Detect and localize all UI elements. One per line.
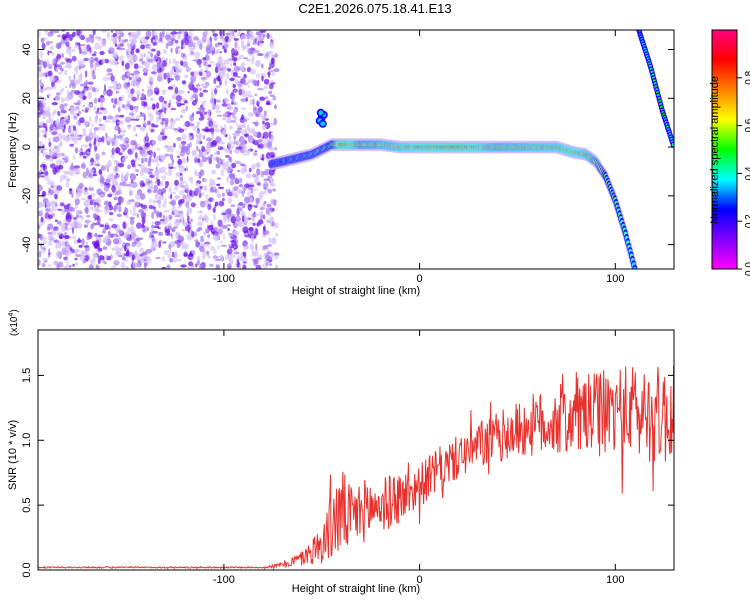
- spectrogram-y-ticks: -40 -20 0 20 40: [21, 43, 674, 253]
- upper-right-streak: [636, 30, 674, 148]
- snr-panel: -100 0 100 0.0 0.5 1.0 1.5 Height of straight…: [7, 309, 675, 595]
- snr-plot-area: [38, 365, 674, 570]
- colorbar-gradient: [711, 29, 738, 270]
- snr-x-axis-label: Height of straight line (km): [292, 583, 420, 595]
- spectrogram-y-axis-label: Frequency (Hz): [7, 112, 19, 188]
- snr-y-tick-label: 0.5: [21, 497, 33, 512]
- colorbar-tick-label: 0.6: [744, 118, 750, 132]
- colorbar-tick-label: 0.4: [744, 166, 750, 180]
- colorbar-tick-label: 0.8: [744, 70, 750, 84]
- spectrogram-y-tick-label: 0: [21, 144, 33, 150]
- snr-y-ticks: 0.0 0.5 1.0 1.5: [21, 368, 674, 578]
- snr-y-tick-label: 0.0: [21, 562, 33, 577]
- frequency-ridge: [267, 138, 639, 269]
- side-blob: [315, 108, 328, 128]
- spectrogram-panel: -100 0 100 -40 -20 0 20 40 Height of straight …: [7, 29, 675, 297]
- spectrogram-x-axis-label: Height of straight line (km): [292, 285, 420, 297]
- colorbar: 0.0 0.2 0.4 0.6 0.8 Normalized spectral ampl…: [709, 29, 750, 276]
- snr-y-tick-label: 1.0: [21, 433, 33, 448]
- snr-x-tick-label: 100: [606, 574, 624, 586]
- colorbar-tick-label: 0.0: [744, 262, 750, 276]
- spectrogram-x-ticks: -100 0 100: [213, 30, 624, 285]
- spectrogram-y-tick-label: 40: [21, 43, 33, 55]
- snr-y-tick-label: 1.5: [21, 368, 33, 383]
- figure-title: C2E1.2026.075.18.41.E13: [298, 1, 451, 16]
- snr-x-ticks: -100 0 100: [213, 330, 624, 586]
- spectrogram-plot-area: [38, 30, 674, 269]
- spectrogram-y-tick-label: 20: [21, 92, 33, 104]
- snr-x-tick-label: 0: [417, 574, 423, 586]
- spectrogram-y-tick-label: -40: [21, 237, 33, 253]
- spectrogram-frame: [37, 29, 675, 270]
- noise-speckle-region: [38, 30, 280, 269]
- spectrogram-x-tick-label: 100: [606, 273, 624, 285]
- spectrogram-y-tick-label: -20: [21, 188, 33, 204]
- snr-series-line: [38, 365, 674, 570]
- snr-scale-note: (x104): [8, 309, 20, 336]
- snr-frame: [37, 329, 675, 571]
- colorbar-ticks: 0.0 0.2 0.4 0.6 0.8: [737, 70, 750, 276]
- spectrogram-x-tick-label: 0: [417, 273, 423, 285]
- colorbar-label: Normalized spectral amplitude: [709, 76, 721, 224]
- spectrogram-x-tick-label: -100: [213, 273, 235, 285]
- snr-x-tick-label: -100: [213, 574, 235, 586]
- snr-y-axis-label: SNR (10 * v/v): [7, 420, 19, 490]
- colorbar-tick-label: 0.2: [744, 214, 750, 228]
